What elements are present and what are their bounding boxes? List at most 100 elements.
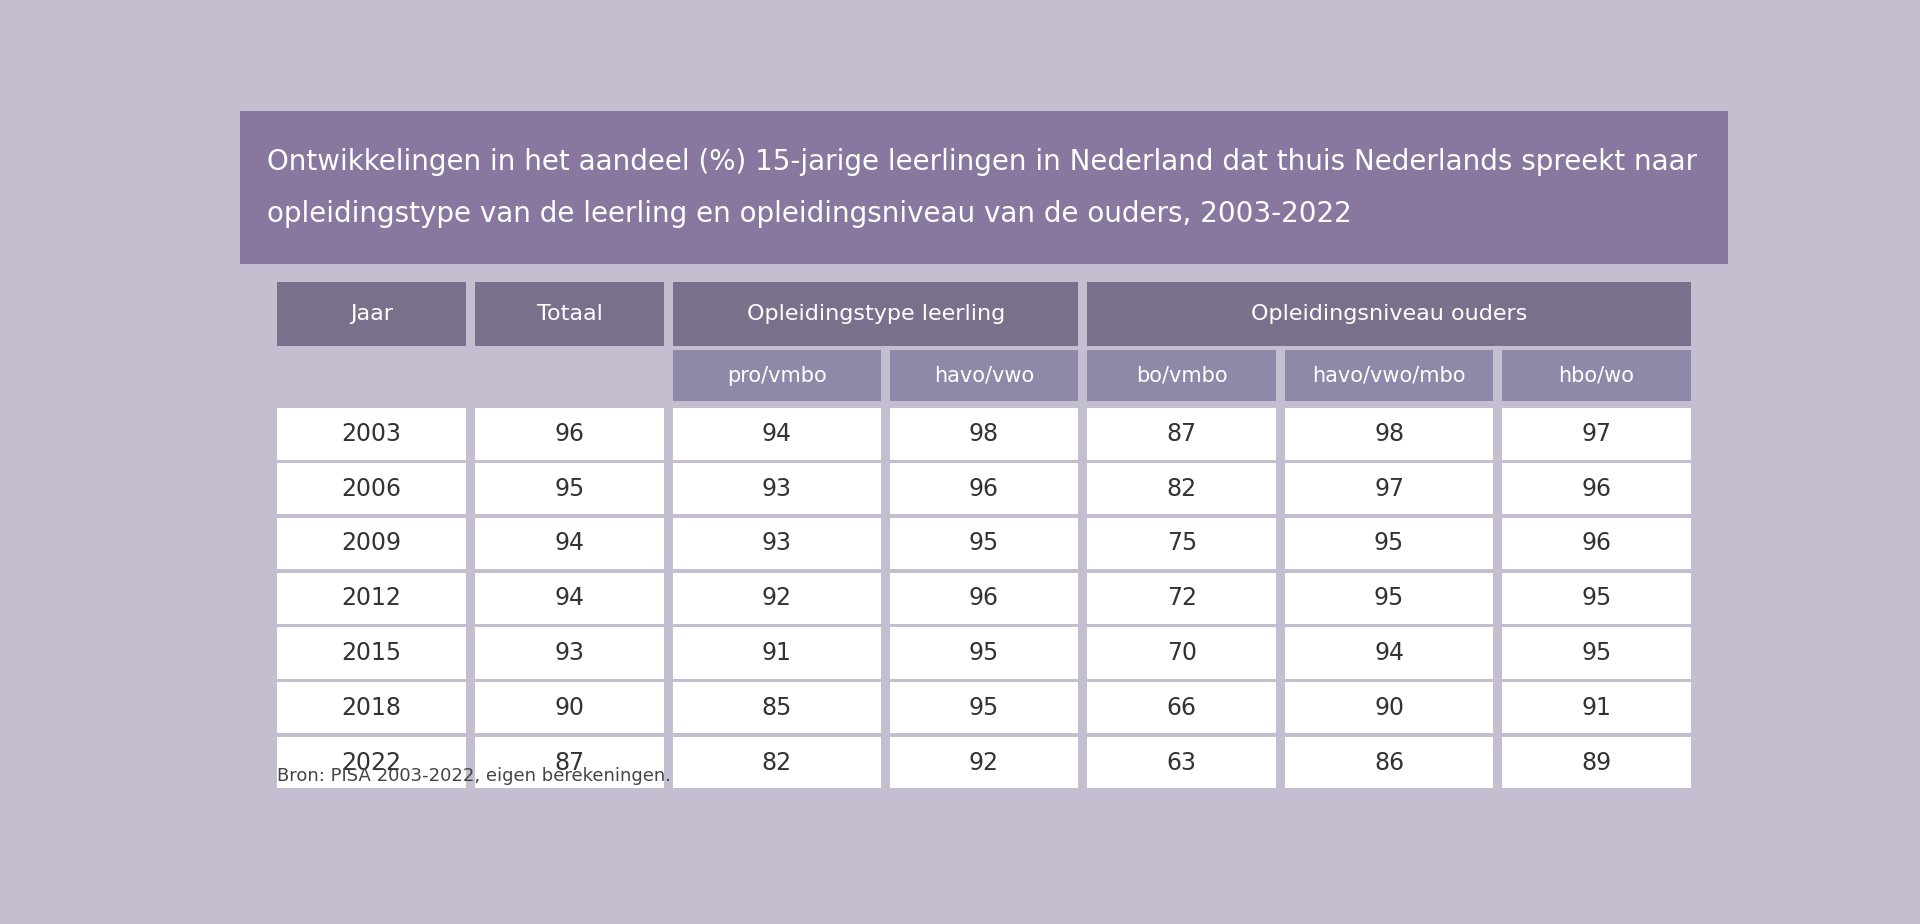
FancyBboxPatch shape bbox=[276, 408, 467, 459]
Text: 2012: 2012 bbox=[342, 586, 401, 610]
Text: pro/vmbo: pro/vmbo bbox=[728, 366, 828, 385]
FancyBboxPatch shape bbox=[1501, 350, 1692, 401]
Text: 96: 96 bbox=[1582, 531, 1611, 555]
FancyBboxPatch shape bbox=[672, 517, 881, 569]
FancyBboxPatch shape bbox=[672, 682, 881, 734]
FancyBboxPatch shape bbox=[1087, 408, 1277, 459]
Text: 93: 93 bbox=[762, 477, 791, 501]
Text: 94: 94 bbox=[555, 586, 584, 610]
FancyBboxPatch shape bbox=[1284, 517, 1494, 569]
Text: Bron: PISA 2003-2022, eigen berekeningen.: Bron: PISA 2003-2022, eigen berekeningen… bbox=[276, 767, 672, 785]
Text: 2006: 2006 bbox=[342, 477, 401, 501]
Text: 98: 98 bbox=[970, 422, 998, 446]
FancyBboxPatch shape bbox=[889, 517, 1079, 569]
Text: Totaal: Totaal bbox=[536, 304, 603, 323]
Text: 90: 90 bbox=[555, 696, 584, 720]
Text: 95: 95 bbox=[1375, 586, 1404, 610]
FancyBboxPatch shape bbox=[276, 573, 467, 624]
FancyBboxPatch shape bbox=[474, 737, 664, 788]
Text: 94: 94 bbox=[762, 422, 791, 446]
FancyBboxPatch shape bbox=[1284, 573, 1494, 624]
Text: 2003: 2003 bbox=[342, 422, 401, 446]
Text: 72: 72 bbox=[1167, 586, 1196, 610]
Text: 95: 95 bbox=[1582, 586, 1611, 610]
Text: havo/vwo: havo/vwo bbox=[933, 366, 1035, 385]
FancyBboxPatch shape bbox=[474, 350, 664, 401]
FancyBboxPatch shape bbox=[672, 408, 881, 459]
FancyBboxPatch shape bbox=[1501, 517, 1692, 569]
FancyBboxPatch shape bbox=[1284, 737, 1494, 788]
FancyBboxPatch shape bbox=[1087, 350, 1277, 401]
Text: 82: 82 bbox=[762, 750, 791, 774]
Text: 2009: 2009 bbox=[342, 531, 401, 555]
FancyBboxPatch shape bbox=[474, 463, 664, 515]
FancyBboxPatch shape bbox=[1501, 463, 1692, 515]
Text: 86: 86 bbox=[1375, 750, 1404, 774]
FancyBboxPatch shape bbox=[240, 111, 1728, 264]
FancyBboxPatch shape bbox=[474, 682, 664, 734]
Text: Ontwikkelingen in het aandeel (%) 15-jarige leerlingen in Nederland dat thuis Ne: Ontwikkelingen in het aandeel (%) 15-jar… bbox=[267, 149, 1697, 176]
Text: Jaar: Jaar bbox=[349, 304, 394, 323]
FancyBboxPatch shape bbox=[889, 350, 1079, 401]
FancyBboxPatch shape bbox=[889, 573, 1079, 624]
Text: 93: 93 bbox=[555, 641, 584, 665]
Text: 75: 75 bbox=[1167, 531, 1196, 555]
Text: 66: 66 bbox=[1167, 696, 1196, 720]
FancyBboxPatch shape bbox=[1087, 282, 1692, 346]
FancyBboxPatch shape bbox=[889, 737, 1079, 788]
Text: 82: 82 bbox=[1167, 477, 1196, 501]
FancyBboxPatch shape bbox=[1501, 682, 1692, 734]
FancyBboxPatch shape bbox=[889, 463, 1079, 515]
FancyBboxPatch shape bbox=[1501, 573, 1692, 624]
FancyBboxPatch shape bbox=[276, 627, 467, 678]
FancyBboxPatch shape bbox=[276, 463, 467, 515]
Text: 95: 95 bbox=[1375, 531, 1404, 555]
Text: 63: 63 bbox=[1167, 750, 1196, 774]
FancyBboxPatch shape bbox=[1087, 517, 1277, 569]
Text: 97: 97 bbox=[1375, 477, 1404, 501]
FancyBboxPatch shape bbox=[672, 350, 881, 401]
Text: 85: 85 bbox=[762, 696, 791, 720]
FancyBboxPatch shape bbox=[1284, 350, 1494, 401]
Text: 96: 96 bbox=[970, 477, 998, 501]
FancyBboxPatch shape bbox=[1087, 627, 1277, 678]
FancyBboxPatch shape bbox=[1087, 682, 1277, 734]
Text: 95: 95 bbox=[1582, 641, 1611, 665]
Text: 89: 89 bbox=[1582, 750, 1611, 774]
FancyBboxPatch shape bbox=[276, 682, 467, 734]
Text: 70: 70 bbox=[1167, 641, 1196, 665]
FancyBboxPatch shape bbox=[276, 282, 467, 346]
Text: 92: 92 bbox=[970, 750, 998, 774]
FancyBboxPatch shape bbox=[276, 737, 467, 788]
FancyBboxPatch shape bbox=[474, 627, 664, 678]
Text: 96: 96 bbox=[970, 586, 998, 610]
FancyBboxPatch shape bbox=[889, 408, 1079, 459]
FancyBboxPatch shape bbox=[889, 627, 1079, 678]
Text: 2015: 2015 bbox=[342, 641, 401, 665]
FancyBboxPatch shape bbox=[672, 573, 881, 624]
Text: 87: 87 bbox=[555, 750, 584, 774]
FancyBboxPatch shape bbox=[1087, 737, 1277, 788]
Text: Opleidingstype leerling: Opleidingstype leerling bbox=[747, 304, 1004, 323]
Text: 87: 87 bbox=[1167, 422, 1196, 446]
Text: 93: 93 bbox=[762, 531, 791, 555]
FancyBboxPatch shape bbox=[1501, 627, 1692, 678]
Text: bo/vmbo: bo/vmbo bbox=[1137, 366, 1227, 385]
Text: 91: 91 bbox=[762, 641, 791, 665]
Text: 96: 96 bbox=[1582, 477, 1611, 501]
Text: Opleidingsniveau ouders: Opleidingsniveau ouders bbox=[1252, 304, 1526, 323]
Text: 95: 95 bbox=[970, 641, 998, 665]
FancyBboxPatch shape bbox=[276, 350, 467, 401]
FancyBboxPatch shape bbox=[672, 282, 1079, 346]
Text: 95: 95 bbox=[970, 531, 998, 555]
FancyBboxPatch shape bbox=[276, 517, 467, 569]
Text: 98: 98 bbox=[1375, 422, 1404, 446]
FancyBboxPatch shape bbox=[1087, 573, 1277, 624]
FancyBboxPatch shape bbox=[474, 573, 664, 624]
FancyBboxPatch shape bbox=[474, 408, 664, 459]
Text: 97: 97 bbox=[1582, 422, 1611, 446]
Text: 92: 92 bbox=[762, 586, 791, 610]
FancyBboxPatch shape bbox=[672, 463, 881, 515]
Text: 2022: 2022 bbox=[342, 750, 401, 774]
FancyBboxPatch shape bbox=[889, 682, 1079, 734]
